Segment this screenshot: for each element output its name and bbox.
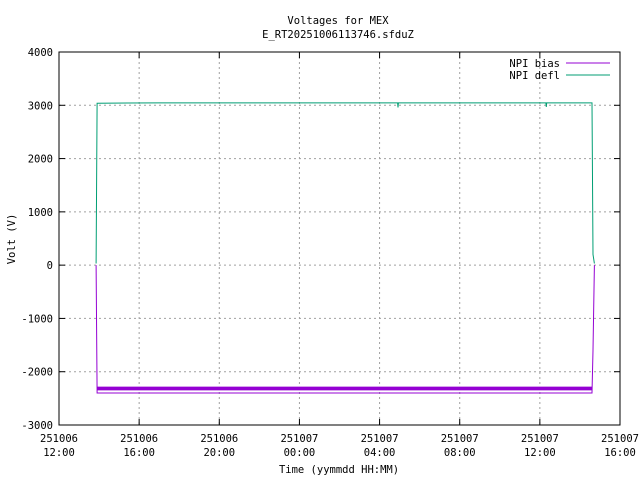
chart-title: Voltages for MEX <box>287 15 389 27</box>
x-tick-label-time: 00:00 <box>284 447 316 459</box>
y-tick-label: 0 <box>47 260 53 272</box>
x-tick-label-date: 251006 <box>40 433 78 445</box>
y-tick-label: -2000 <box>21 367 53 379</box>
legend-label-1: NPI defl <box>509 70 560 82</box>
y-tick-label: -1000 <box>21 313 53 325</box>
y-axis-label: Volt (V) <box>6 214 18 265</box>
series-band-0 <box>97 386 592 391</box>
x-tick-label-time: 12:00 <box>43 447 75 459</box>
plot-border <box>58 51 621 426</box>
axis-ticks: -3000 -2000 -1000 0 1000 2000 3000 4000 251006 12… <box>21 47 639 459</box>
x-tick-label-time: 12:00 <box>524 447 556 459</box>
legend-label-0: NPI bias <box>509 58 560 70</box>
x-tick-label-date: 251007 <box>280 433 318 445</box>
x-tick-label-date: 251007 <box>601 433 639 445</box>
x-tick-label-date: 251007 <box>361 433 399 445</box>
y-tick-label: 2000 <box>28 154 53 166</box>
series-group <box>95 102 595 394</box>
x-tick-label-time: 16:00 <box>123 447 155 459</box>
x-tick-label-time: 04:00 <box>364 447 396 459</box>
series-line-1 <box>95 102 595 264</box>
y-tick-label: 1000 <box>28 207 53 219</box>
y-tick-label: -3000 <box>21 420 53 432</box>
x-tick-label-time: 08:00 <box>444 447 476 459</box>
x-axis-label: Time (yymmdd HH:MM) <box>279 464 399 476</box>
y-tick-label: 4000 <box>28 47 53 59</box>
chart-subtitle: E_RT20251006113746.sfduZ <box>262 29 414 41</box>
x-tick-label-date: 251006 <box>120 433 158 445</box>
x-tick-label-date: 251006 <box>200 433 238 445</box>
series-line-0 <box>95 265 595 394</box>
x-tick-label-date: 251007 <box>521 433 559 445</box>
x-tick-label-time: 20:00 <box>203 447 235 459</box>
x-tick-label-date: 251007 <box>441 433 479 445</box>
y-tick-label: 3000 <box>28 100 53 112</box>
x-tick-label-time: 16:00 <box>604 447 636 459</box>
grid-lines <box>59 52 620 425</box>
